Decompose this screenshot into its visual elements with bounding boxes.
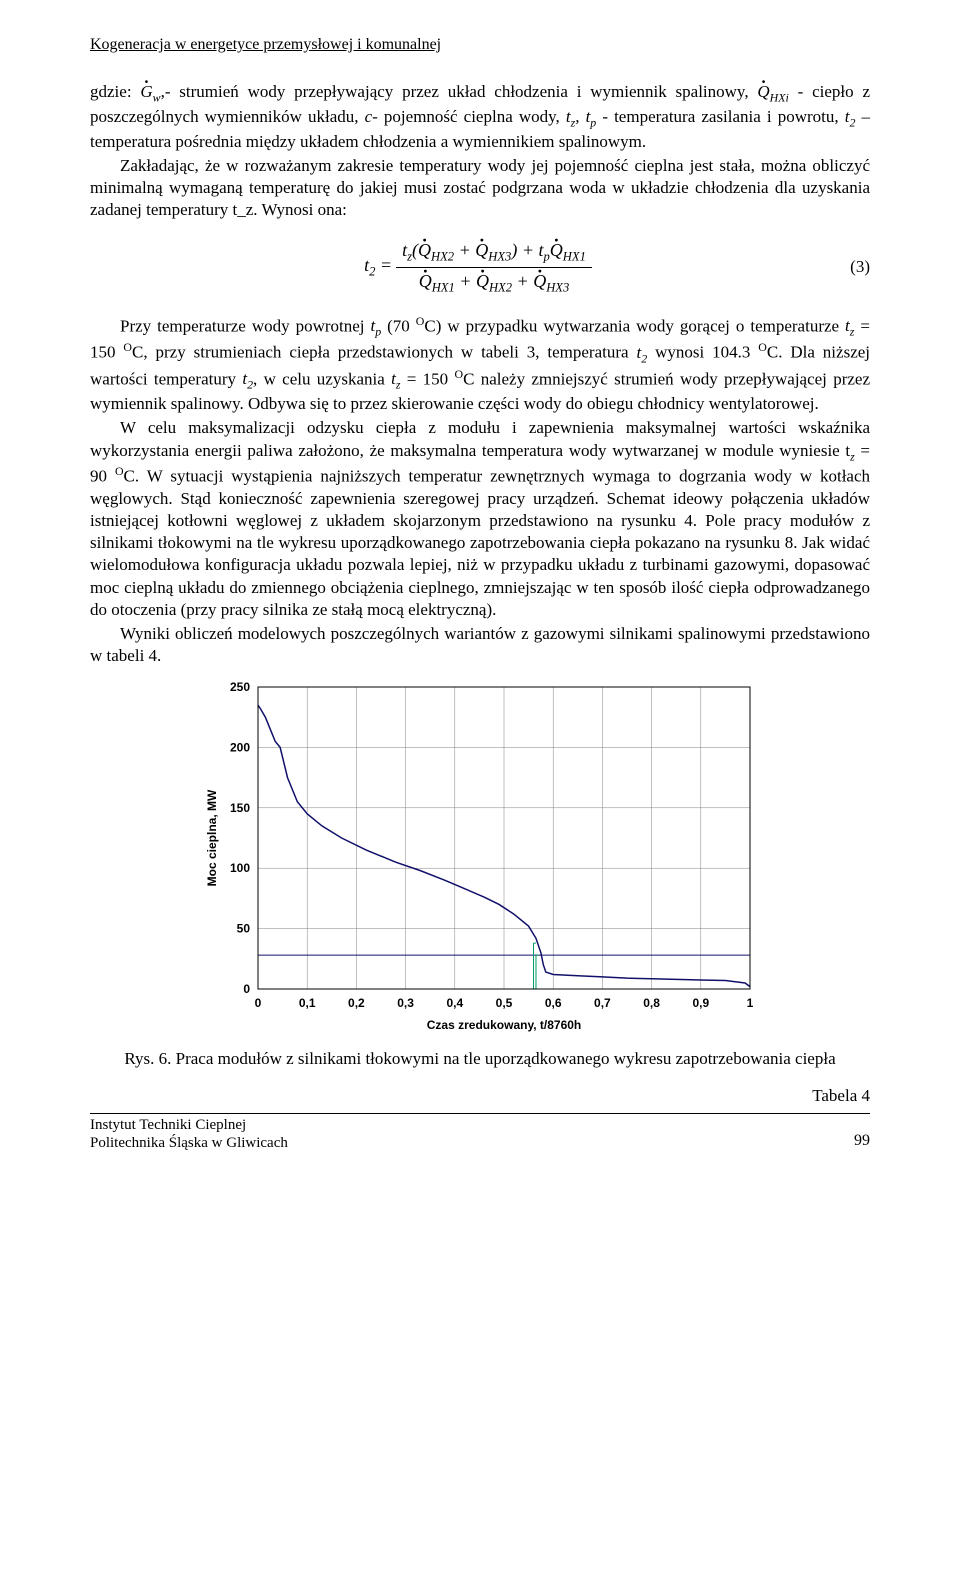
chart-svg: 0 0,1 0,2 0,3 0,4 0,5 0,6 0,7 0,8 0,9 1 0 50 100 150 20…: [200, 677, 760, 1037]
svg-text:0: 0: [255, 996, 262, 1010]
svg-text:0,2: 0,2: [348, 996, 365, 1010]
paragraph-1: gdzie: Gw,- strumień wody przepływający …: [90, 81, 870, 153]
page-header: Kogeneracja w energetyce przemysłowej i …: [90, 35, 870, 56]
svg-text:200: 200: [230, 740, 250, 754]
footer-institute: Instytut Techniki Cieplnej: [90, 1116, 288, 1134]
text: , w celu uzyskania: [253, 369, 391, 388]
svg-text:50: 50: [237, 921, 251, 935]
text: Przy temperaturze wody powrotnej: [120, 316, 370, 335]
footer-university: Politechnika Śląska w Gliwicach: [90, 1134, 288, 1152]
svg-text:0,1: 0,1: [299, 996, 316, 1010]
svg-text:250: 250: [230, 680, 250, 694]
text: C) w przypadku wytwarzania wody gorącej …: [424, 316, 845, 335]
svg-text:0,3: 0,3: [397, 996, 414, 1010]
page-number: 99: [854, 1131, 870, 1152]
text: = 150: [400, 369, 454, 388]
svg-text:0,9: 0,9: [692, 996, 709, 1010]
svg-text:0,6: 0,6: [545, 996, 562, 1010]
svg-text:100: 100: [230, 861, 250, 875]
svg-text:0: 0: [243, 982, 250, 996]
chart-figure-6: 0 0,1 0,2 0,3 0,4 0,5 0,6 0,7 0,8 0,9 1 0 50 100 150 20…: [200, 677, 760, 1043]
equation-3: t2 = tz(QHX2 + QHX3) + tpQHX1 QHX1 + QHX…: [90, 239, 870, 296]
paragraph-2: Zakładając, że w rozważanym zakresie tem…: [90, 155, 870, 221]
svg-text:1: 1: [747, 996, 754, 1010]
svg-text:150: 150: [230, 801, 250, 815]
svg-text:0,8: 0,8: [643, 996, 660, 1010]
text: wynosi 104.3: [647, 343, 758, 362]
page-footer: Instytut Techniki Cieplnej Politechnika …: [90, 1113, 870, 1152]
text: C, przy strumieniach ciepła przedstawion…: [132, 343, 636, 362]
paragraph-3: Przy temperaturze wody powrotnej tp (70 …: [90, 314, 870, 416]
svg-text:0,7: 0,7: [594, 996, 611, 1010]
table-4-label: Tabela 4: [90, 1085, 870, 1107]
svg-text:Moc cieplna, MW: Moc cieplna, MW: [205, 789, 219, 886]
paragraph-4: W celu maksymalizacji odzysku ciepła z m…: [90, 417, 870, 620]
svg-text:Czas zredukowany, t/8760h: Czas zredukowany, t/8760h: [427, 1018, 582, 1032]
figure-caption: Rys. 6. Praca modułów z silnikami tłokow…: [90, 1048, 870, 1070]
equation-number: (3): [850, 256, 870, 278]
svg-text:0,4: 0,4: [446, 996, 463, 1010]
paragraph-5: Wyniki obliczeń modelowych poszczególnyc…: [90, 623, 870, 667]
text: (70: [381, 316, 416, 335]
svg-text:0,5: 0,5: [496, 996, 513, 1010]
